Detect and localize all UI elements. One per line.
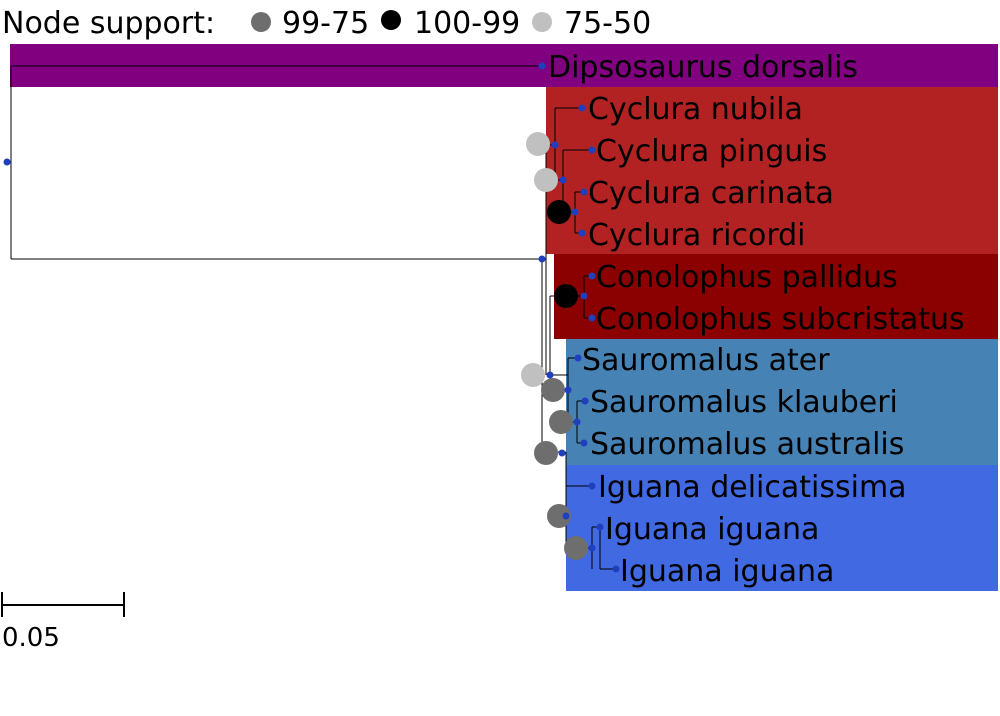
support-circle-75-50 (534, 168, 558, 192)
support-circle-99-75 (534, 441, 558, 465)
clade-highlight-sauromalus (566, 339, 998, 465)
taxon-label: Cyclura nubila (588, 92, 803, 127)
support-circle-75-50 (521, 363, 545, 387)
scale-bar: 0.05 (1, 592, 125, 653)
tree-branches (7, 65, 616, 570)
legend-title: Node support: (2, 6, 215, 41)
taxon-label: Iguana iguana (620, 554, 834, 589)
support-circle-99-75 (564, 536, 588, 560)
taxon-label: Cyclura ricordi (588, 218, 806, 253)
taxon-label: Dipsosaurus dorsalis (548, 50, 858, 85)
taxon-label: Sauromalus klauberi (590, 385, 898, 420)
taxon-label: Cyclura carinata (588, 176, 834, 211)
support-circle-100-99 (554, 284, 578, 308)
clade-highlight-iguana (566, 465, 998, 591)
support-circle-99-75 (541, 378, 565, 402)
legend-swatch-75-50 (532, 12, 552, 32)
taxon-label: Iguana iguana (605, 512, 819, 547)
node-dots (3, 62, 620, 573)
taxon-label: Conolophus pallidus (596, 260, 898, 295)
legend: Node support: 99-75 100-99 75-50 (2, 6, 651, 41)
taxon-label: Iguana delicatissima (598, 470, 907, 505)
legend-label: 99-75 (282, 6, 369, 41)
legend-swatch-100-99 (381, 10, 401, 30)
support-circle-100-99 (547, 200, 571, 224)
node-support-circles (521, 132, 588, 560)
clade-highlight-cyclura (546, 87, 998, 254)
scale-label: 0.05 (2, 623, 60, 653)
legend-label: 100-99 (414, 6, 520, 41)
support-circle-99-75 (547, 504, 571, 528)
clade-highlight-conolophus (554, 254, 998, 339)
taxon-label: Sauromalus ater (582, 343, 830, 378)
support-circle-75-50 (526, 132, 550, 156)
support-circle-99-75 (549, 410, 573, 434)
legend-label: 75-50 (564, 6, 651, 41)
taxon-label: Cyclura pinguis (596, 134, 827, 169)
taxon-label: Sauromalus australis (590, 427, 904, 462)
taxon-labels: Dipsosaurus dorsalis Cyclura nubila Cycl… (548, 50, 965, 589)
taxon-label: Conolophus subcristatus (596, 302, 965, 337)
legend-swatch-99-75 (251, 12, 271, 32)
